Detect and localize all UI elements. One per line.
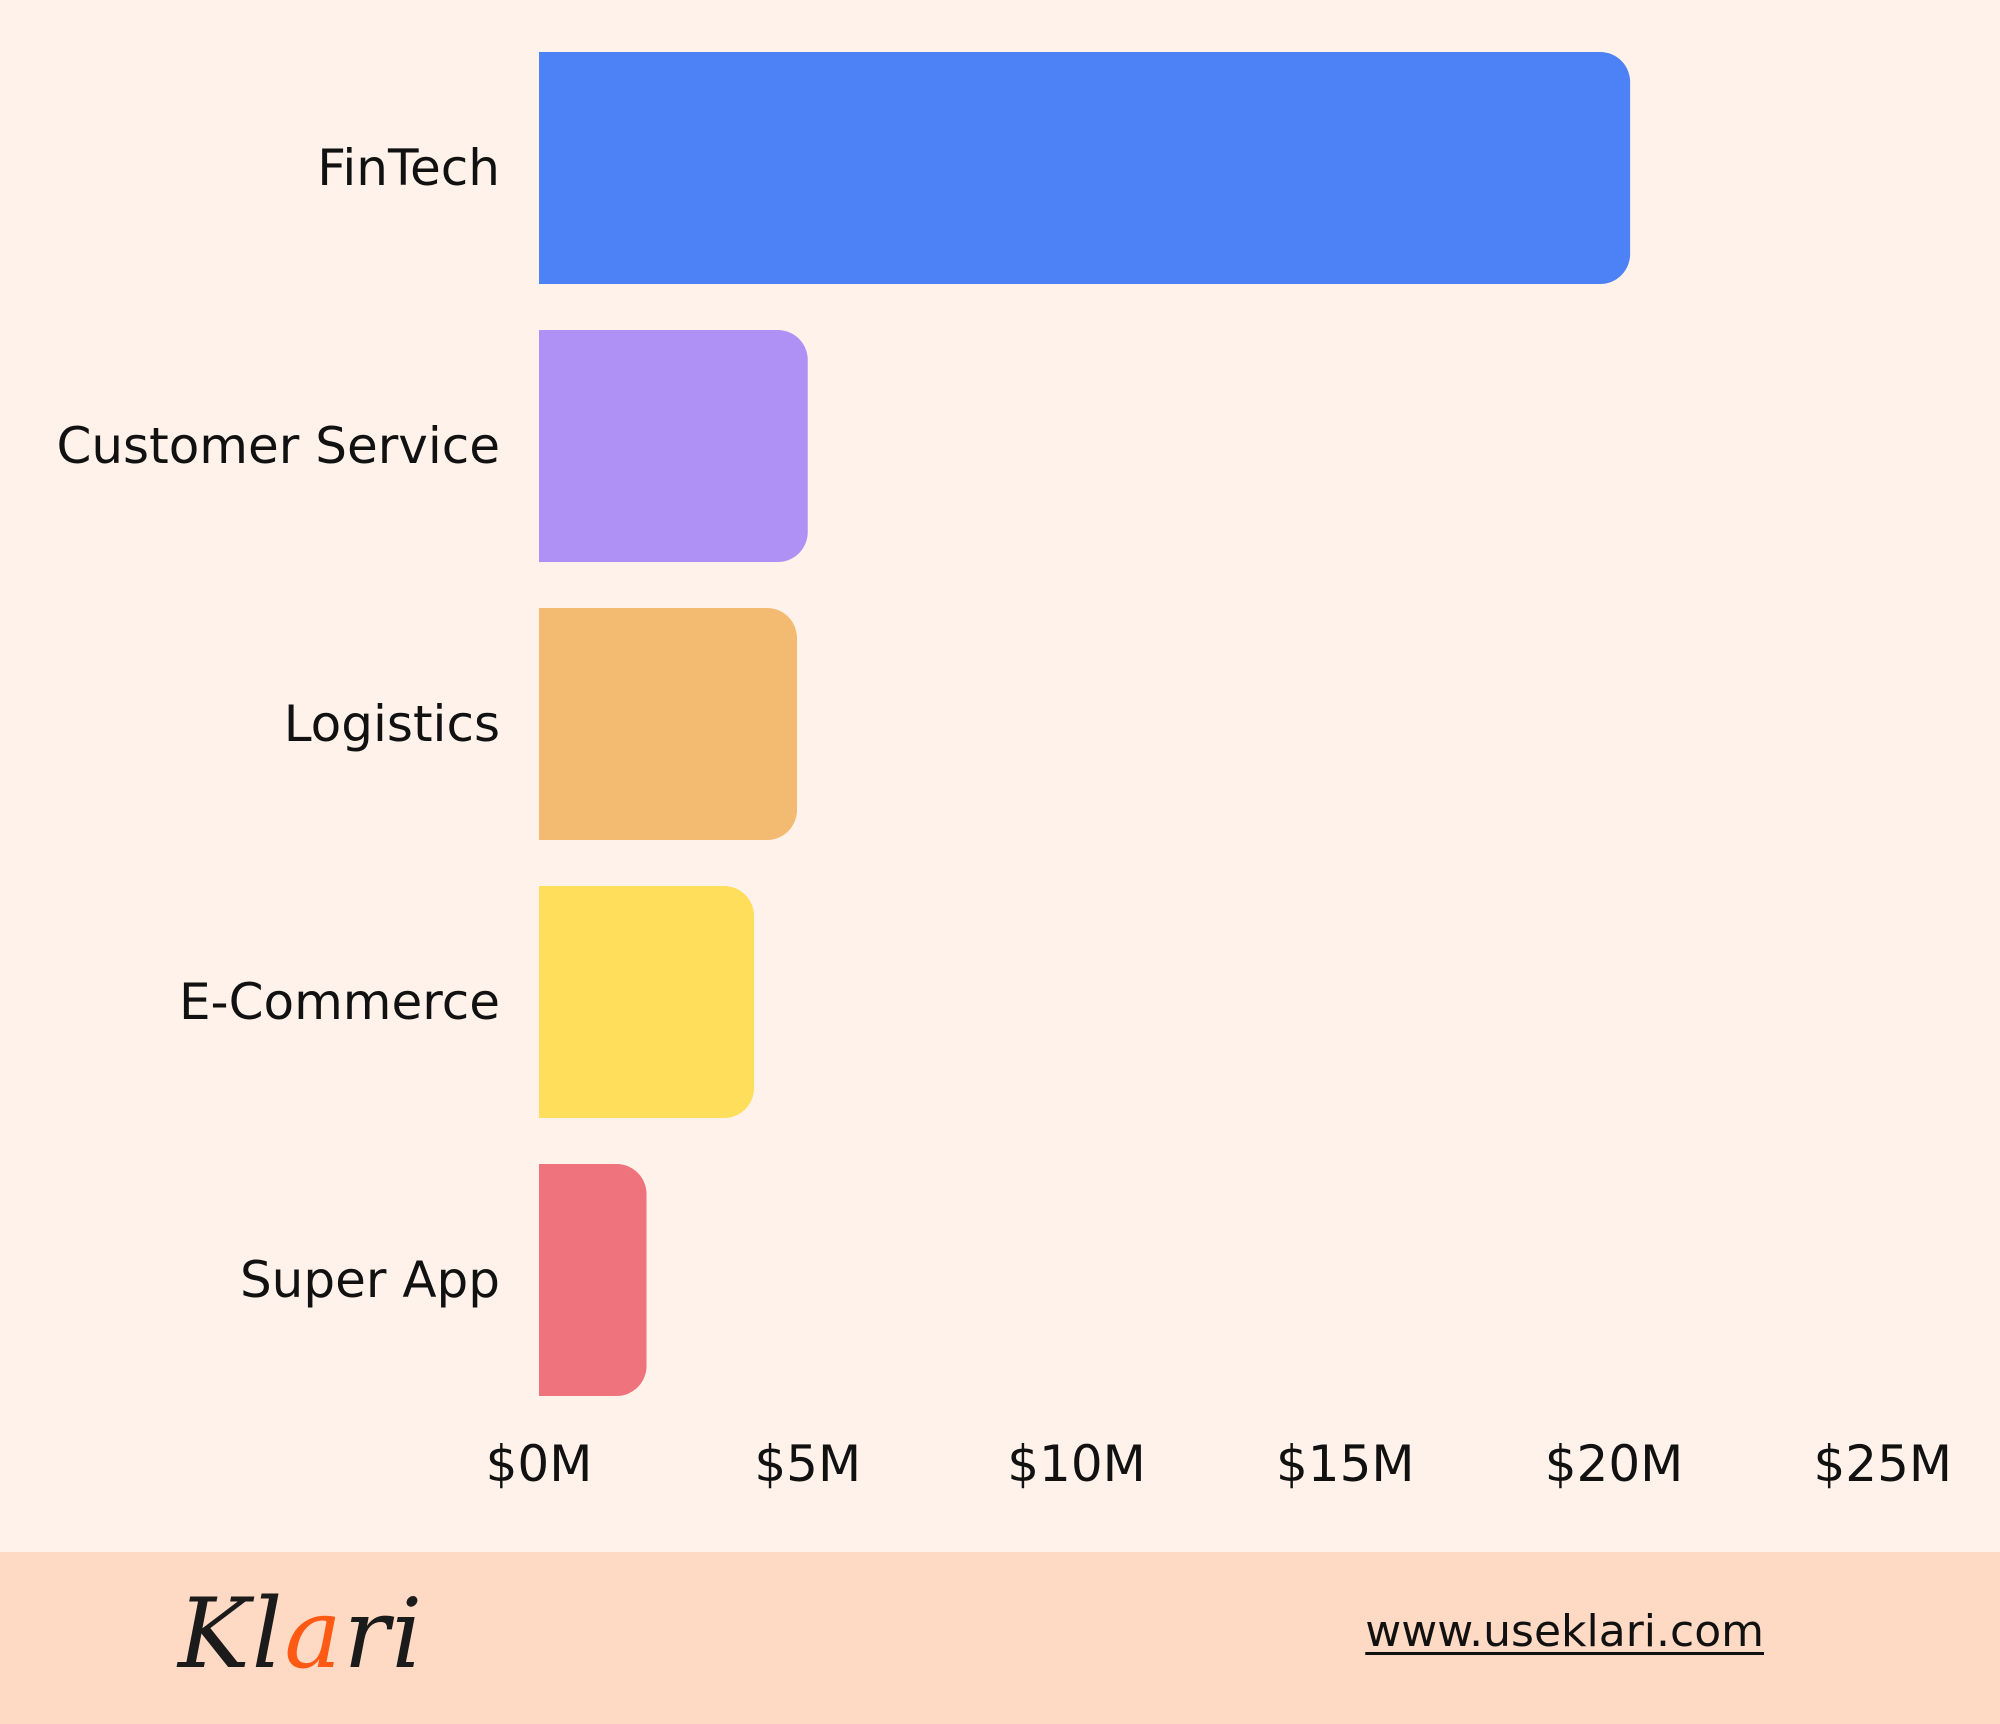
klari-logo: Klari <box>178 1574 424 1694</box>
x-axis-tick-labels: $0M $5M $10M $15M $20M $25M <box>486 1435 1952 1493</box>
category-label-logistics: Logistics <box>284 695 500 753</box>
website-link[interactable]: www.useklari.com <box>1365 1606 1764 1657</box>
bar-chart: FinTech Customer Service Logistics E-Commer… <box>56 52 1952 1493</box>
category-label-fintech: FinTech <box>317 139 500 197</box>
bar-customer-service <box>539 330 808 562</box>
category-label-e-commerce: E-Commerce <box>179 973 500 1031</box>
x-tick-label: $20M <box>1545 1435 1684 1493</box>
x-tick-label: $10M <box>1007 1435 1146 1493</box>
bar-e-commerce <box>539 886 754 1118</box>
bar-super-app <box>539 1164 647 1396</box>
x-tick-label: $5M <box>754 1435 861 1493</box>
category-labels: FinTech Customer Service Logistics E-Commer… <box>56 139 500 1309</box>
footer-bar: Klari www.useklari.com <box>0 1552 2000 1724</box>
category-label-customer-service: Customer Service <box>56 417 500 475</box>
logo-text-prefix: Kl <box>178 1578 285 1690</box>
bars-group <box>539 52 1631 1396</box>
x-tick-label: $0M <box>486 1435 593 1493</box>
logo-text-suffix: ri <box>343 1578 425 1690</box>
bar-fintech <box>539 52 1631 284</box>
bar-logistics <box>539 608 797 840</box>
x-tick-label: $25M <box>1813 1435 1952 1493</box>
x-tick-label: $15M <box>1276 1435 1415 1493</box>
logo-text-accent: a <box>284 1578 344 1690</box>
category-label-super-app: Super App <box>240 1251 500 1309</box>
